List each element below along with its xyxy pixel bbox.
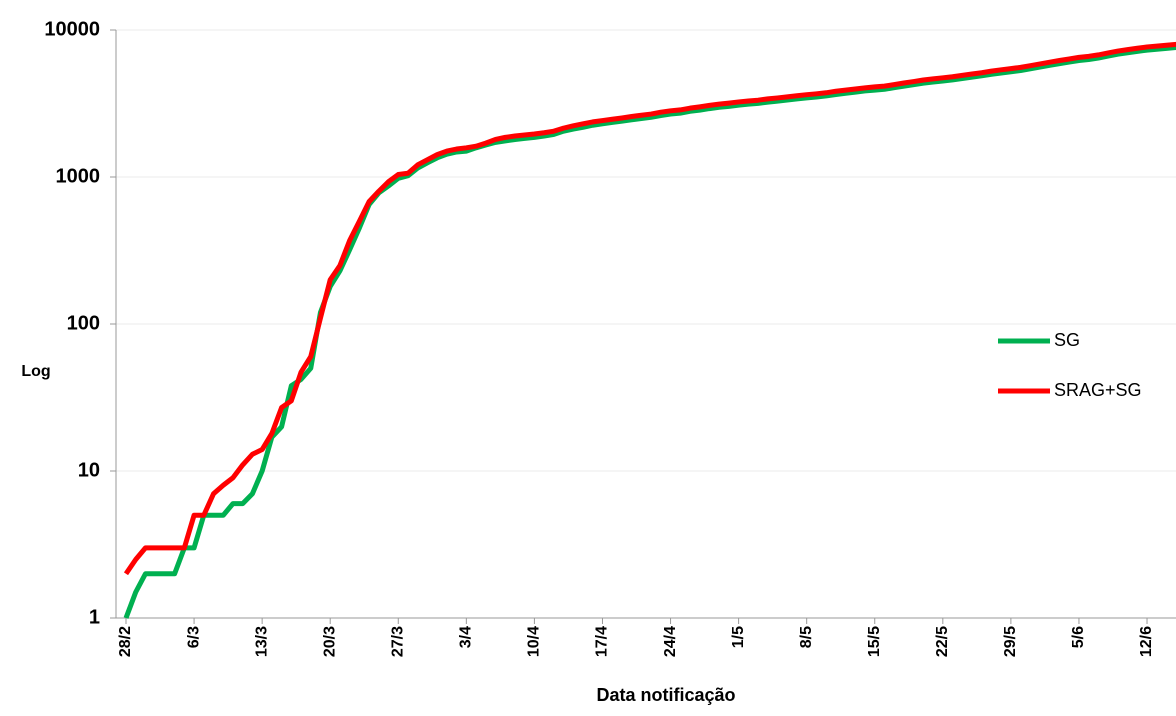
- x-tick-label: 10/4: [526, 626, 543, 657]
- x-tick-label: 5/6: [1070, 626, 1087, 648]
- x-tick-label: 28/2: [117, 626, 134, 657]
- x-tick-label: 20/3: [321, 626, 338, 657]
- legend-label: SG: [1054, 330, 1080, 350]
- legend-label: SRAG+SG: [1054, 380, 1142, 400]
- x-tick-label: 13/3: [253, 626, 270, 657]
- line-series: [123, 41, 1176, 576]
- y-tick-label: 1: [89, 606, 100, 628]
- x-tick-label: 15/5: [866, 626, 883, 657]
- x-tick-label: 17/4: [594, 626, 611, 657]
- y-tick-label: 100: [67, 312, 100, 334]
- x-tick-label: 12/6: [1138, 626, 1155, 657]
- x-tick-label: 8/5: [798, 626, 815, 648]
- y-tick-label: 10000: [44, 18, 100, 40]
- y-tick-label: 1000: [56, 165, 101, 187]
- x-tick-label: 3/4: [458, 626, 475, 648]
- x-tick-label: 27/3: [389, 626, 406, 657]
- x-tick-label: 24/4: [662, 626, 679, 657]
- x-tick-label: 6/3: [185, 626, 202, 648]
- x-tick-label: 1/5: [730, 626, 747, 648]
- x-axis-title: Data notificação: [596, 685, 735, 705]
- y-tick-label: 10: [78, 459, 100, 481]
- line-series: [123, 45, 1176, 619]
- y-axis-title: Log: [21, 363, 50, 380]
- x-tick-label: 22/5: [934, 626, 951, 657]
- x-tick-label: 29/5: [1002, 626, 1019, 657]
